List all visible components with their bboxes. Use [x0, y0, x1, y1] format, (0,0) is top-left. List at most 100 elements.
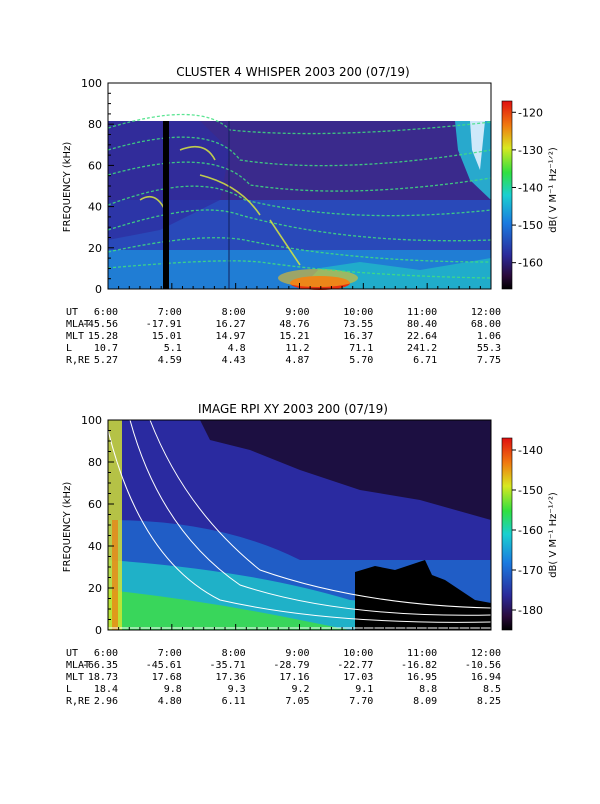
colorbar-tick-label: -130 [518, 144, 543, 157]
ephemeris-value: 16.95 [407, 672, 437, 683]
ephemeris-value: -45.61 [146, 660, 182, 671]
panel-1-title: CLUSTER 4 WHISPER 2003 200 (07/19) [176, 65, 409, 79]
ephemeris-value: 1.06 [477, 331, 501, 342]
ephemeris-value: 8.5 [483, 684, 501, 695]
colorbar-tick-label: -150 [518, 219, 543, 232]
bright-curve-2 [199, 174, 261, 216]
colorbar-tick-label: -170 [518, 564, 543, 577]
ephemeris-value: 17.03 [343, 672, 373, 683]
ephemeris-value: -45.56 [82, 319, 118, 330]
ephemeris-value: 8.8 [419, 684, 437, 695]
ephemeris-value: 8:00 [222, 648, 246, 659]
ephemeris-value: 11.2 [285, 343, 309, 354]
ephemeris-value: 17.16 [279, 672, 309, 683]
panel-1: CLUSTER 4 WHISPER 2003 200 (07/19) FREQU… [62, 65, 559, 366]
ephemeris-value: 9.8 [164, 684, 182, 695]
panel-2-ylabel: FREQUENCY (kHz) [62, 482, 73, 573]
ephemeris-value: -35.71 [210, 660, 246, 671]
ephemeris-value: 7.05 [285, 696, 309, 707]
panel-1-bright-patch [470, 121, 485, 170]
ephemeris-value: 5.70 [349, 355, 373, 366]
y-tick-label: 100 [81, 414, 102, 427]
ephemeris-value: 4.80 [158, 696, 182, 707]
panel-2-ephemeris: UT 6:00 7:00 8:00 9:00 10:00 11:00 12:00 MLAT-66… [66, 648, 501, 707]
ephemeris-value: 22.64 [407, 331, 437, 342]
ephemeris-value: 10:00 [343, 307, 373, 318]
bright-curve-1 [179, 145, 216, 161]
ephemeris-value: 10.7 [94, 343, 118, 354]
ephemeris-value: 4.59 [158, 355, 182, 366]
ephemeris-value: 7:00 [158, 307, 182, 318]
y-tick-label: 20 [88, 582, 102, 595]
ephemeris-value: 2.96 [94, 696, 118, 707]
ephemeris-value: -28.79 [273, 660, 309, 671]
y-tick-label: 0 [95, 283, 102, 296]
ephemeris-value: 6:00 [94, 648, 118, 659]
ephemeris-value: 4.87 [285, 355, 309, 366]
ephemeris-row-label: UT [66, 648, 78, 659]
ephemeris-value: 10:00 [343, 648, 373, 659]
model-curve-2 [129, 419, 492, 616]
ephemeris-value: 16.94 [471, 672, 501, 683]
ephemeris-row-label: MLT [66, 672, 84, 683]
ephemeris-value: 11:00 [407, 648, 437, 659]
harmonic-line-2 [107, 136, 492, 167]
ephemeris-value: 12:00 [471, 648, 501, 659]
panel-1-hot-halo [278, 269, 358, 287]
ephemeris-row-label: MLT [66, 331, 84, 342]
model-curve-1 [107, 429, 492, 623]
ephemeris-value: 4.8 [228, 343, 246, 354]
ephemeris-row-label: R,RE [66, 696, 90, 707]
panel-1-colorbar-label: dB( V M⁻¹ Hz⁻¹ᐟ²) [548, 147, 559, 233]
panel-2-x-ticks [107, 624, 492, 630]
ephemeris-value: 4.43 [222, 355, 246, 366]
harmonic-line-1 [107, 113, 492, 135]
panel-2-y-axis: 0 20 40 60 80 100 [81, 414, 114, 637]
ephemeris-value: 48.76 [279, 319, 309, 330]
y-tick-label: 40 [88, 201, 102, 214]
ephemeris-value: 71.1 [349, 343, 373, 354]
panel-2: IMAGE RPI XY 2003 200 (07/19) FREQUENCY … [62, 402, 559, 707]
ephemeris-value: 7:00 [158, 648, 182, 659]
ephemeris-value: 11:00 [407, 307, 437, 318]
panel-2-colorbar-label: dB( V M⁻¹ Hz⁻¹ᐟ²) [548, 492, 559, 578]
y-tick-label: 20 [88, 242, 102, 255]
ephemeris-value: 7.75 [477, 355, 501, 366]
colorbar-tick-label: -140 [518, 181, 543, 194]
panel-1-heatmap [107, 113, 492, 290]
ephemeris-value: -66.35 [82, 660, 118, 671]
panel-2-left-hot [112, 520, 118, 630]
ephemeris-value: 18.73 [88, 672, 118, 683]
bright-curve-4 [269, 219, 301, 266]
colorbar-tick-label: -180 [518, 604, 543, 617]
ephemeris-value: 8:00 [222, 307, 246, 318]
ephemeris-value: 8.09 [413, 696, 437, 707]
ephemeris-value: -10.56 [465, 660, 501, 671]
colorbar-tick-label: -160 [518, 257, 543, 270]
y-tick-label: 100 [81, 77, 102, 90]
ephemeris-value: 55.3 [477, 343, 501, 354]
ephemeris-row-label: L [66, 684, 72, 695]
ephemeris-value: 9.1 [355, 684, 373, 695]
ephemeris-value: 16.27 [216, 319, 246, 330]
panel-1-data-gap [163, 121, 169, 289]
y-tick-label: 0 [95, 624, 102, 637]
ephemeris-value: 80.40 [407, 319, 437, 330]
harmonic-line-7 [107, 260, 492, 279]
ephemeris-value: 14.97 [216, 331, 246, 342]
colorbar-tick-label: -140 [518, 444, 543, 457]
colorbar-tick-label: -150 [518, 484, 543, 497]
panel-2-dark-upper [200, 420, 491, 520]
panel-2-colorbar [501, 437, 513, 631]
colorbar-tick-label: -120 [518, 106, 543, 119]
ephemeris-value: 6.71 [413, 355, 437, 366]
ephemeris-value: 5.1 [164, 343, 182, 354]
ephemeris-value: 12:00 [471, 307, 501, 318]
ephemeris-value: 17.36 [216, 672, 246, 683]
model-curve-3 [149, 419, 492, 609]
panel-1-ephemeris: UT 6:00 7:00 8:00 9:00 10:00 11:00 12:00 MLAT-45… [66, 307, 501, 366]
y-tick-label: 60 [88, 498, 102, 511]
harmonic-line-3 [107, 161, 492, 192]
y-tick-label: 80 [88, 118, 102, 131]
